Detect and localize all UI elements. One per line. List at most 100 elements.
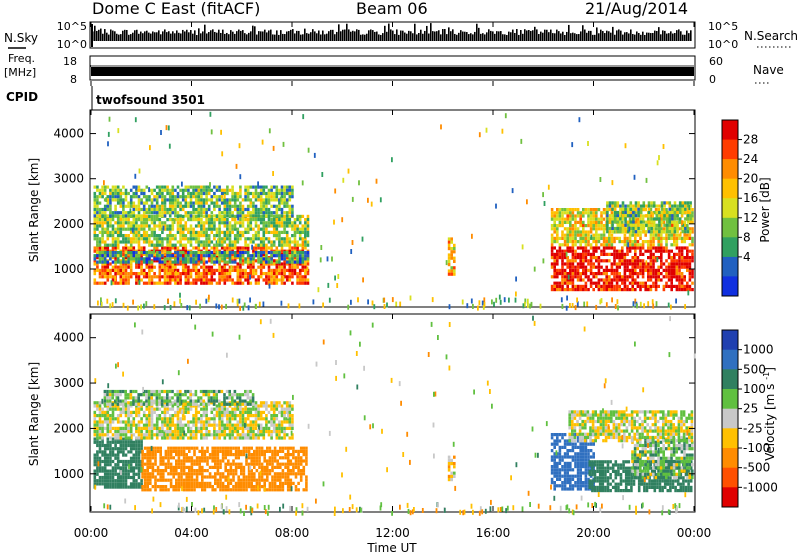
heatmap-cell (224, 218, 227, 221)
heatmap-cell (268, 237, 271, 240)
heatmap-cell (140, 189, 143, 192)
heatmap-cell (683, 275, 686, 278)
heatmap-speck (657, 257, 659, 262)
heatmap-cell (175, 482, 178, 485)
heatmap-cell (156, 282, 159, 285)
heatmap-cell (683, 237, 686, 240)
nsky-bar (372, 30, 374, 41)
heatmap-cell (564, 275, 567, 278)
heatmap-cell (553, 272, 556, 275)
heatmap-cell (260, 237, 263, 240)
nsky-bar (358, 30, 360, 41)
heatmap-cell (112, 254, 115, 257)
nsky-bar (352, 31, 354, 41)
heatmap-cell (247, 189, 250, 192)
heatmap-cell (211, 202, 214, 205)
heatmap-cell (639, 266, 642, 269)
heatmap-cell (631, 243, 634, 246)
heatmap-cell (642, 259, 645, 262)
heatmap-cell (143, 211, 146, 214)
heatmap-cell (224, 251, 227, 254)
heatmap-cell (237, 246, 240, 249)
nsky-bar (110, 29, 112, 41)
heatmap-cell (205, 234, 208, 237)
heatmap-cell (177, 261, 180, 264)
nsky-bar (408, 31, 410, 41)
heatmap-cell (125, 473, 128, 476)
heatmap-cell (99, 189, 102, 192)
heatmap-cell (141, 485, 144, 488)
heatmap-cell (611, 282, 614, 285)
heatmap-cell (244, 240, 247, 243)
heatmap-cell (104, 189, 107, 192)
heatmap-speck (615, 304, 617, 309)
heatmap-cell (190, 237, 193, 240)
heatmap-cell (590, 259, 593, 262)
heatmap-cell (257, 278, 260, 281)
heatmap-cell (592, 211, 595, 214)
heatmap-cell (104, 444, 107, 447)
heatmap-cell (122, 454, 125, 457)
heatmap-cell (281, 257, 284, 260)
heatmap-cell (175, 453, 178, 456)
nsky-bar (650, 33, 652, 41)
heatmap-cell (598, 237, 601, 240)
heatmap-cell (224, 211, 227, 214)
heatmap-cell (276, 198, 279, 201)
heatmap-cell (566, 288, 569, 291)
heatmap-cell (148, 261, 151, 264)
heatmap-cell (624, 259, 627, 262)
heatmap-cell (561, 224, 564, 227)
nsky-bar (202, 31, 204, 41)
heatmap-cell (187, 254, 190, 257)
heatmap-cell (146, 198, 149, 201)
heatmap-cell (673, 259, 676, 262)
heatmap-cell (676, 288, 679, 291)
heatmap-cell (109, 269, 112, 272)
heatmap-cell (213, 261, 216, 264)
heatmap-cell (133, 234, 136, 237)
heatmap-cell (647, 262, 650, 265)
heatmap-cell (170, 479, 173, 482)
heatmap-cell (101, 189, 104, 192)
heatmap-cell (174, 202, 177, 205)
heatmap-cell (229, 254, 232, 257)
heatmap-cell (180, 469, 183, 472)
heatmap-cell (192, 257, 195, 260)
nsky-bar (674, 33, 676, 41)
nsky-bar (430, 23, 432, 41)
heatmap-cell (117, 240, 120, 243)
heatmap-cell (608, 243, 611, 246)
heatmap-cell (683, 240, 686, 243)
heatmap-cell (172, 472, 175, 475)
heatmap-cell (161, 250, 164, 253)
heatmap-cell (172, 275, 175, 278)
heatmap-cell (109, 244, 112, 247)
heatmap-cell (618, 237, 621, 240)
heatmap-cell (164, 186, 167, 189)
heatmap-cell (656, 224, 659, 227)
heatmap-cell (603, 211, 606, 214)
heatmap-cell (642, 272, 645, 275)
heatmap-cell (195, 215, 198, 218)
heatmap-cell (681, 266, 684, 269)
heatmap-cell (624, 214, 627, 217)
heatmap-cell (229, 224, 232, 227)
heatmap-cell (112, 447, 115, 450)
heatmap-cell (590, 224, 593, 227)
nsky-bar (354, 31, 356, 41)
heatmap-cell (164, 275, 167, 278)
heatmap-cell (561, 262, 564, 265)
heatmap-cell (598, 218, 601, 221)
heatmap-cell (242, 218, 245, 221)
heatmap-cell (265, 237, 268, 240)
heatmap-cell (224, 257, 227, 260)
heatmap-cell (595, 211, 598, 214)
heatmap-cell (172, 202, 175, 205)
heatmap-cell (624, 253, 627, 256)
heatmap-cell (613, 262, 616, 265)
heatmap-cell (146, 463, 149, 466)
heatmap-cell (114, 189, 117, 192)
heatmap-cell (112, 275, 115, 278)
heatmap-cell (650, 259, 653, 262)
